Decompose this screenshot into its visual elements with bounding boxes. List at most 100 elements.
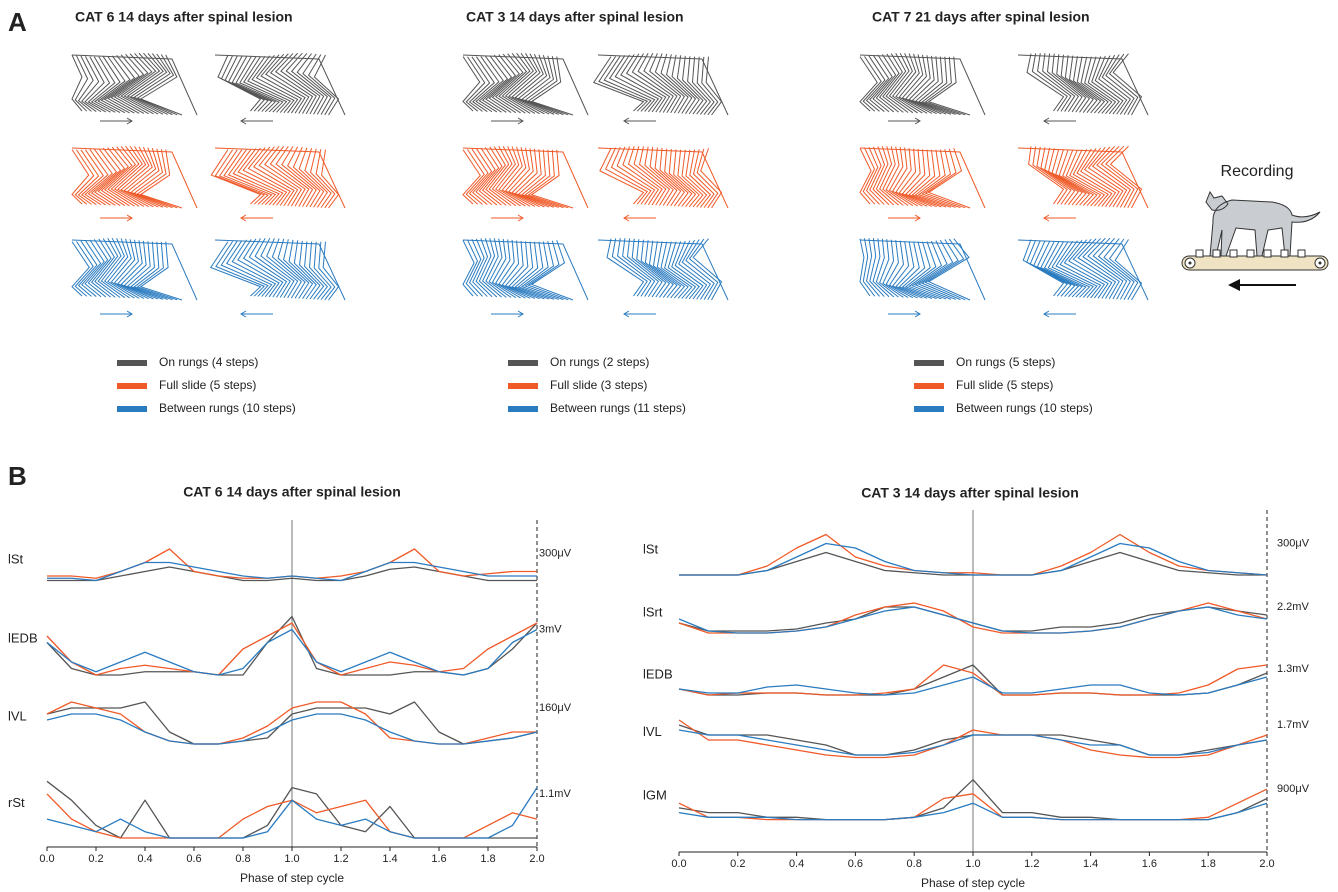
stick [113,239,145,299]
stick [139,149,183,209]
stick [700,148,723,209]
stick [1072,56,1102,114]
stick [898,241,928,299]
stick [242,238,284,298]
muscle-label: lVL [8,708,27,723]
stick [485,238,507,298]
stick [901,241,933,299]
stick [1029,240,1072,297]
stick-diagram [462,145,589,209]
stick [113,145,145,207]
stick [475,238,493,298]
stick [1056,54,1087,113]
stick [1060,54,1091,113]
stick-outline [597,239,729,301]
muscle-label: lSt [8,552,24,567]
legend-swatch [914,406,944,412]
stick [292,146,321,208]
stick [872,54,893,113]
stick [530,149,574,209]
direction-arrow [240,117,273,125]
arrow-head [623,117,630,125]
stick [917,239,956,300]
direction-arrow [240,214,273,222]
emg-trace [46,713,538,745]
stick [648,240,678,299]
stick-outline [71,239,198,301]
stick [1055,149,1091,206]
stick [214,149,266,205]
stick [1087,147,1124,208]
stick [485,54,513,113]
direction-arrow [623,214,656,222]
arrow-head [126,214,133,222]
stick [668,148,693,207]
stick [677,149,700,208]
stick [869,146,885,205]
stick [123,240,159,300]
stick [862,238,876,297]
stick [315,149,336,209]
stick [136,149,178,209]
stick [462,240,475,297]
x-tick-label: 2.0 [1259,858,1274,870]
stick [620,54,663,113]
stick [692,238,723,301]
legend-label: On rungs (4 steps) [159,355,258,369]
stick [290,53,325,115]
stick [478,147,500,206]
stick [1036,241,1080,298]
stick [139,241,183,301]
stick-diagram [859,52,986,116]
stick [924,238,966,301]
direction-arrow [1043,117,1076,125]
x-tick-label: 1.8 [1201,858,1216,870]
panel-title: CAT 6 14 days after spinal lesion [75,9,293,25]
stick-outline [1017,54,1149,116]
stick [701,56,719,116]
stick [1105,145,1139,209]
x-tick-label: 1.0 [965,858,980,870]
stick [264,146,303,207]
stick [888,240,914,299]
stick [218,149,269,205]
stick-diagram [71,145,198,209]
stick [223,149,273,205]
stick [504,147,536,207]
stick [862,147,876,205]
stick [1051,241,1095,298]
emg-trace [46,628,538,676]
stick [688,238,719,301]
stick [280,52,317,115]
stick [1098,55,1128,115]
stick [885,240,909,298]
stick [1105,54,1135,115]
stick [921,149,961,209]
emg-trace [678,606,1268,634]
stick [231,239,277,298]
stick [1044,147,1080,206]
stick [598,56,649,112]
stick [882,146,904,206]
stick [1097,238,1132,300]
stick [667,241,697,299]
stick [616,146,656,205]
muscle-label: rSt [8,795,25,810]
stick [1076,56,1106,114]
stick [107,54,140,114]
stick [869,238,885,297]
stick [689,149,712,208]
stick [120,240,154,300]
stick [1047,148,1083,206]
stick [495,146,521,207]
stick [927,56,971,116]
legend-label: Full slide (3 steps) [550,378,647,392]
direction-arrow [491,310,524,318]
scale-label: 2.2mV [1277,601,1309,613]
stick [599,148,645,205]
stick [255,54,299,114]
stick [90,56,116,113]
stick [475,147,496,206]
stick [94,238,116,298]
stick [908,55,942,115]
